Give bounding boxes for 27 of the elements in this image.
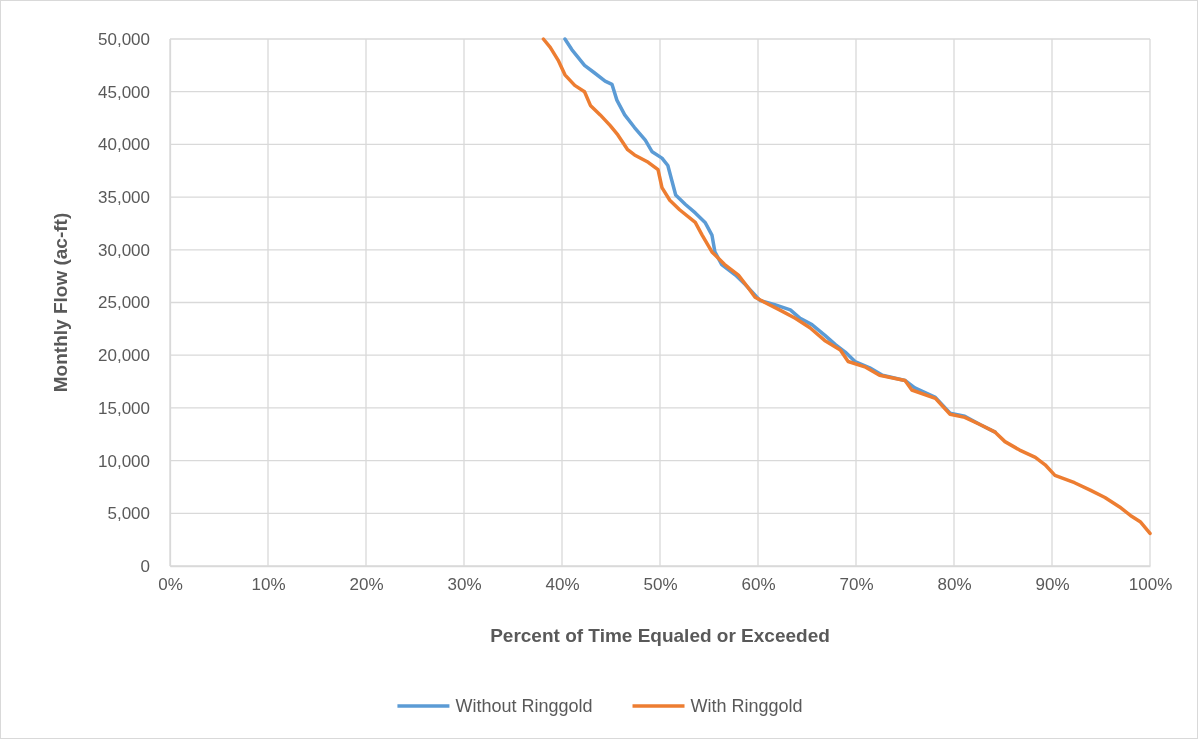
y-tick-label: 0 [140, 556, 150, 576]
x-tick-label: 0% [158, 575, 183, 595]
x-tick-label: 30% [447, 575, 482, 595]
y-tick-label: 15,000 [98, 398, 150, 418]
y-tick-label: 40,000 [98, 135, 150, 155]
y-axis-title: Monthly Flow (ac-ft) [50, 212, 71, 393]
x-tick-label: 90% [1035, 575, 1070, 595]
x-tick-label: 100% [1128, 575, 1173, 595]
y-tick-label: 50,000 [98, 29, 150, 49]
y-tick-label: 10,000 [98, 451, 150, 471]
y-tick-label: 5,000 [107, 504, 150, 524]
legend-label: Without Ringgold [455, 696, 593, 716]
y-tick-label: 45,000 [98, 82, 150, 102]
x-tick-label: 70% [839, 575, 874, 595]
y-tick-label: 20,000 [98, 346, 150, 366]
y-tick-label: 35,000 [98, 188, 150, 208]
y-tick-label: 25,000 [98, 293, 150, 313]
x-axis-title: Percent of Time Equaled or Exceeded [490, 625, 830, 646]
x-tick-label: 80% [937, 575, 972, 595]
x-tick-label: 20% [349, 575, 384, 595]
line-series [541, 37, 1152, 536]
legend-label: With Ringgold [690, 696, 803, 716]
x-tick-label: 40% [545, 575, 580, 595]
x-tick-label: 50% [643, 575, 678, 595]
x-tick-label: 10% [251, 575, 286, 595]
x-tick-label: 60% [741, 575, 776, 595]
y-tick-label: 30,000 [98, 240, 150, 260]
